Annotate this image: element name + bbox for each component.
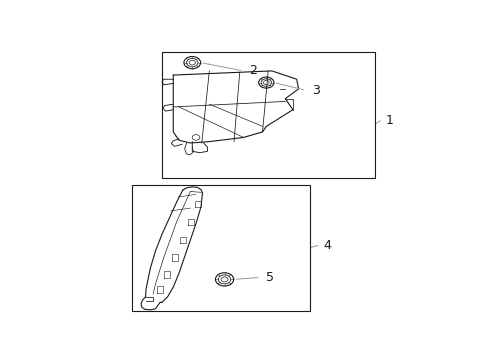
Text: 5: 5 — [267, 271, 274, 284]
Bar — [162, 51, 374, 177]
Text: 1: 1 — [386, 114, 394, 127]
Text: 3: 3 — [312, 84, 320, 97]
Text: 2: 2 — [249, 64, 257, 77]
Text: 4: 4 — [323, 239, 331, 252]
Bar — [131, 185, 310, 311]
